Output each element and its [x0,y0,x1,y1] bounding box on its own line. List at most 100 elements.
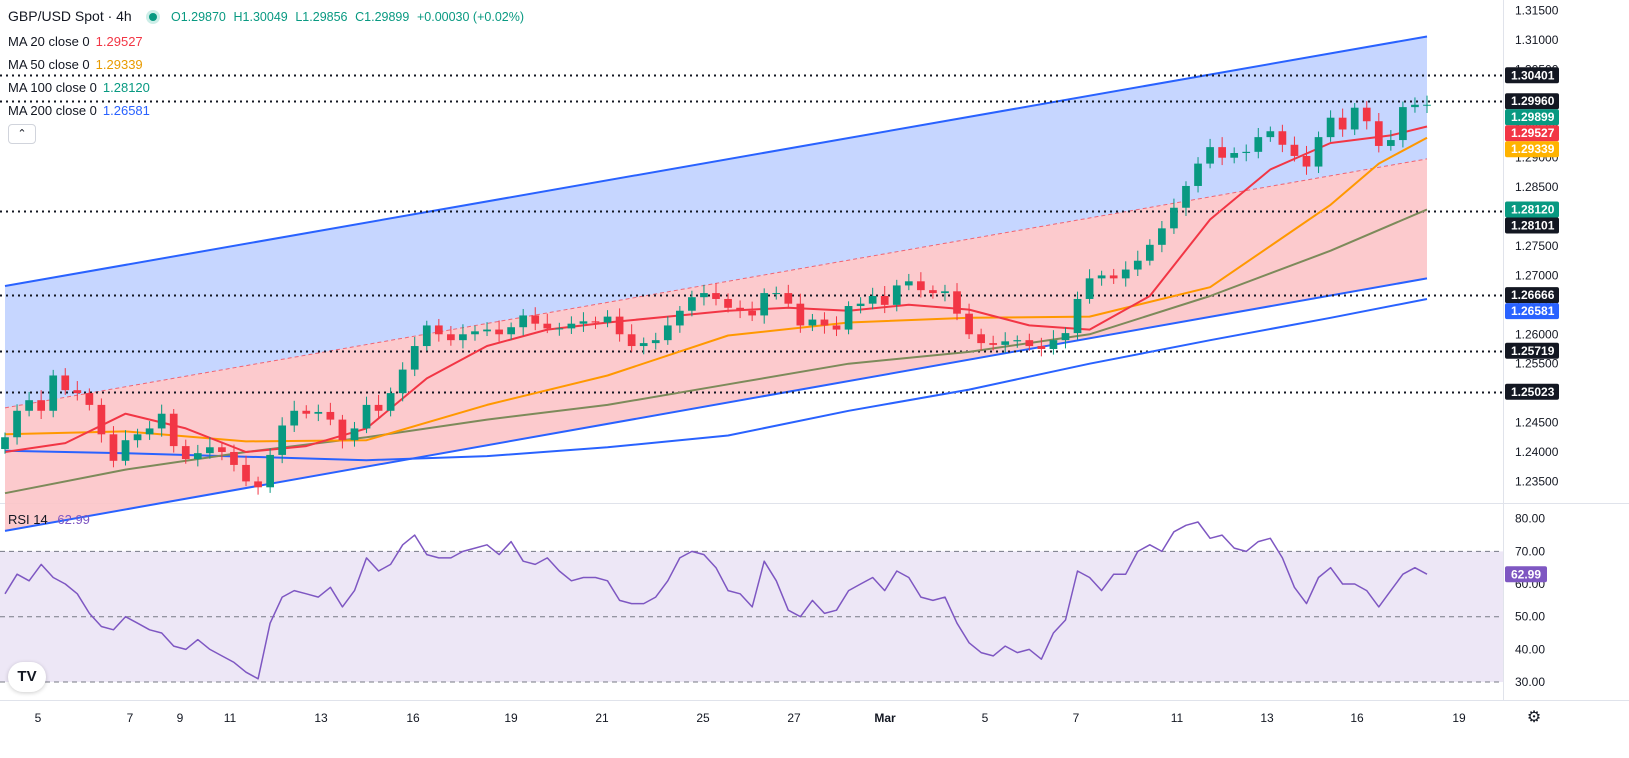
indicator-legend-ma50[interactable]: MA 50 close 0 1.29339 [8,57,143,72]
price-label-bg [1505,303,1559,320]
candle-body [748,310,757,316]
candle-down [1374,112,1383,153]
candle-body [591,321,600,323]
candle-body [1049,340,1058,349]
candle-body [206,447,214,454]
candle-body [483,329,491,332]
candle-body [218,447,226,452]
ohlc-close: C1.29899 [355,10,410,24]
candle-body [1170,207,1178,229]
candle-down [531,307,540,331]
logo-text: TV [17,668,37,685]
price-tick-label: 1.27000 [1515,268,1559,282]
price-label-bg [1505,141,1559,158]
time-tick-label: 11 [224,711,237,725]
candle-body [1290,144,1299,156]
candle-body [302,410,311,414]
candle-body [1374,121,1383,146]
candle-up [1049,330,1058,355]
candle-up [1423,95,1431,113]
candle-down [1218,137,1226,166]
candle-body [1399,107,1407,141]
candle-down [1338,108,1347,137]
price-tick-label: 1.27500 [1515,239,1559,253]
price-label-badge: 1.29899 [1505,109,1559,126]
time-tick-label: 13 [314,711,328,725]
price-label-badge: 1.29960 [1505,93,1559,110]
price-label-text: 1.29899 [1511,110,1555,124]
candle-down [374,394,383,419]
time-tick-label: 19 [504,711,518,725]
gear-icon[interactable]: ⚙ [1526,709,1542,726]
candle-body [917,281,925,291]
candle-body [844,306,853,330]
candle-body [868,296,877,304]
candle-down [820,312,829,334]
price-label-bg [1505,93,1559,110]
candle-down [543,313,552,334]
candle-body [760,293,769,316]
symbol-header: GBP/USD Spot · 4h O1.29870 H1.30049 L1.2… [8,8,528,24]
price-label-bg [1505,125,1559,142]
candle-up [157,404,166,437]
candle-body [278,425,287,455]
candle-down [796,293,805,333]
candle-body [736,307,744,311]
candle-body [904,281,913,286]
candle-body [230,451,238,465]
candle-body [688,297,696,311]
tradingview-logo[interactable]: TV [8,662,46,692]
candle-body [507,327,515,335]
candle-up [579,312,588,332]
candle-up [760,288,769,324]
candle-down [37,390,46,420]
price-label-text: 1.26666 [1511,288,1555,302]
candle-up [1145,239,1154,266]
candle-down [1109,268,1118,284]
rsi-legend[interactable]: RSI 14 62.99 [8,512,90,527]
price-label-bg [1505,201,1559,218]
price-label-text: 1.29339 [1511,142,1555,156]
candle-body [941,291,949,294]
candle-down [85,388,94,411]
candle-up [868,287,877,310]
indicator-legend-ma100[interactable]: MA 100 close 0 1.28120 [8,80,150,95]
candle-body [651,340,660,344]
candle-body [519,315,528,328]
price-tick-label: 1.24000 [1515,445,1559,459]
candle-body [495,329,503,335]
symbol-title[interactable]: GBP/USD Spot · 4h [8,8,132,24]
candle-up [121,430,130,466]
candle-body [700,293,708,298]
candle-body [724,298,732,308]
candle-body [1326,117,1335,138]
ma50-line [4,136,1428,443]
candle-body [338,419,347,441]
time-tick-label: 25 [696,711,710,725]
candle-down [1290,136,1299,162]
candle-up [772,286,781,300]
candle-up [471,325,479,341]
candle-up [145,421,154,440]
rsi-tick-label: 30.00 [1515,675,1545,689]
indicator-legend-ma200[interactable]: MA 200 close 0 1.26581 [8,103,150,118]
candle-up [1182,181,1190,216]
price-tick-label: 1.23500 [1515,474,1559,488]
candle-body [615,316,624,335]
ohlc-high: H1.30049 [233,10,288,24]
candle-body [386,393,395,411]
candle-body [965,313,973,335]
candle-up [49,369,58,418]
ohlc-open: O1.29870 [170,10,226,24]
chevron-up-icon: ⌃ [17,128,27,140]
candle-body [266,454,274,488]
candle-up [1133,250,1142,277]
candle-body [314,411,323,414]
candle-up [483,322,491,337]
indicator-legend-ma20[interactable]: MA 20 close 0 1.29527 [8,34,143,49]
collapse-legend-button[interactable]: ⌃ [8,124,36,144]
price-tick-label: 1.31000 [1515,33,1559,47]
ohlc-low: L1.29856 [295,10,348,24]
